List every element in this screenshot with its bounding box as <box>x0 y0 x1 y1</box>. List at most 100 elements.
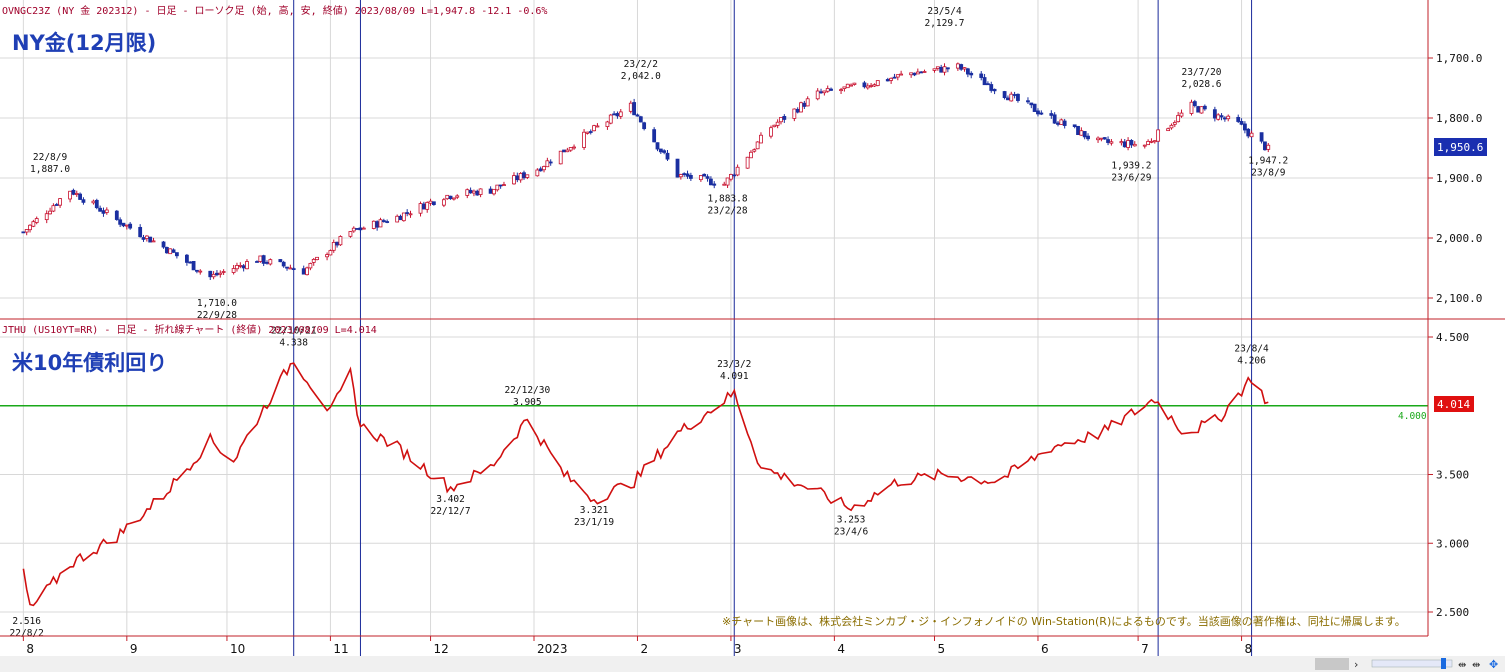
candle-body <box>371 220 376 229</box>
candle-body <box>572 146 576 149</box>
candle-body <box>1102 137 1107 140</box>
candle-body <box>1132 143 1137 147</box>
candle-body <box>1189 101 1194 114</box>
scroll-right-icon[interactable]: › <box>1354 658 1358 671</box>
candle-body <box>208 270 213 278</box>
horizontal-scrollbar[interactable] <box>0 656 1505 672</box>
gold-candlesticks <box>21 62 1271 280</box>
annotation-label: 1,883.8 <box>708 194 748 205</box>
annotation-label: 2.516 <box>12 616 41 627</box>
zoom-in-icon[interactable]: ⇹ <box>1458 660 1466 671</box>
candle-body <box>121 222 126 227</box>
candle-body <box>635 114 640 117</box>
candle-body <box>1012 94 1017 96</box>
candle-body <box>1099 137 1104 140</box>
candle-body <box>592 125 596 132</box>
candle-body <box>522 172 526 179</box>
top-panel-header: OVNGC23Z (NY 金 202312) - 日足 - ローソク足 (始, … <box>2 4 547 17</box>
candle-body <box>822 90 827 94</box>
bottom-y-axis-ticks: 4.500 3.500 3.000 2.500 <box>1428 331 1469 619</box>
annotation-label: 4.091 <box>720 371 749 382</box>
candle-body <box>168 248 173 255</box>
candle-body <box>582 131 586 148</box>
candle-body <box>932 68 937 71</box>
candle-body <box>185 254 189 263</box>
candle-body <box>615 113 620 117</box>
top-panel-title: NY金(12月限) <box>12 31 156 55</box>
candle-body <box>241 265 246 269</box>
copyright-notice: ※チャート画像は、株式会社ミンカブ・ジ・インフォノイドの Win-Station… <box>722 614 1406 628</box>
annotation-label: 1,939.2 <box>1111 160 1151 171</box>
candle-body <box>992 88 997 92</box>
candle-body <box>128 223 133 229</box>
candle-body <box>628 102 633 112</box>
candle-body <box>448 195 453 200</box>
candle-body <box>545 160 550 168</box>
candle-body <box>141 237 146 240</box>
candle-body <box>445 194 450 200</box>
zoom-slider-handle[interactable] <box>1441 658 1446 669</box>
annotation-label: 22/10/21 <box>271 325 317 336</box>
candle-body <box>1219 115 1224 118</box>
candle-body <box>255 261 259 263</box>
candle-body <box>44 213 49 221</box>
candle-body <box>265 261 269 264</box>
candle-body <box>632 102 637 116</box>
annotation-label: 23/2/28 <box>708 206 748 217</box>
candle-body <box>558 150 563 165</box>
annotation-label: 23/3/2 <box>717 359 751 370</box>
candle-body <box>922 71 927 73</box>
candle-body <box>685 173 690 177</box>
candle-body <box>698 175 703 181</box>
ref-line-label: 4.000 <box>1398 411 1427 422</box>
candle-body <box>418 203 423 214</box>
candle-body <box>518 173 523 181</box>
candle-body <box>675 158 680 178</box>
annotation-label: 23/8/9 <box>1251 168 1286 179</box>
annotation-label: 3.905 <box>513 397 542 408</box>
candle-body <box>238 265 243 267</box>
candle-body <box>325 254 329 258</box>
top-y-axis-ticks: 2,100.0 2,000.0 1,900.0 1,800.0 1,700.0 <box>1428 52 1482 305</box>
candle-body <box>398 215 403 221</box>
candle-body <box>455 195 460 198</box>
candle-body <box>315 256 319 261</box>
candle-body <box>1049 113 1054 116</box>
candle-body <box>568 147 573 151</box>
candle-body <box>1226 115 1231 120</box>
candle-body <box>662 150 667 153</box>
candle-body <box>732 174 737 177</box>
candle-body <box>1002 91 1007 99</box>
move-icon[interactable]: ✥ <box>1489 658 1498 671</box>
candle-body <box>1076 125 1080 136</box>
annotation-label: 3.253 <box>837 514 866 525</box>
candle-body <box>708 178 713 186</box>
candle-body <box>865 85 870 89</box>
y-tick-label: 3.500 <box>1436 469 1469 482</box>
candle-body <box>1036 110 1040 115</box>
candle-body <box>1009 93 1014 102</box>
candle-body <box>1202 105 1207 110</box>
candle-body <box>378 219 383 228</box>
candle-body <box>1096 137 1100 141</box>
candle-body <box>1236 116 1241 122</box>
zoom-out-icon[interactable]: ⇹ <box>1472 660 1480 671</box>
annotation-label: 2,028.6 <box>1181 79 1221 90</box>
annotation-label: 4.206 <box>1237 355 1266 366</box>
candle-body <box>608 114 613 124</box>
candle-body <box>548 161 553 164</box>
candle-body <box>702 173 707 177</box>
scrollbar-thumb[interactable] <box>1315 658 1349 670</box>
candle-body <box>502 184 506 186</box>
zoom-slider[interactable] <box>1371 659 1453 668</box>
candle-body <box>1056 122 1060 125</box>
candle-body <box>1176 115 1181 123</box>
candle-body <box>94 199 99 209</box>
candle-body <box>745 156 750 169</box>
candle-body <box>281 261 286 267</box>
annotation-label: 22/8/2 <box>10 628 44 639</box>
candle-body <box>815 90 820 100</box>
candle-body <box>939 66 944 73</box>
candle-body <box>1222 117 1227 120</box>
